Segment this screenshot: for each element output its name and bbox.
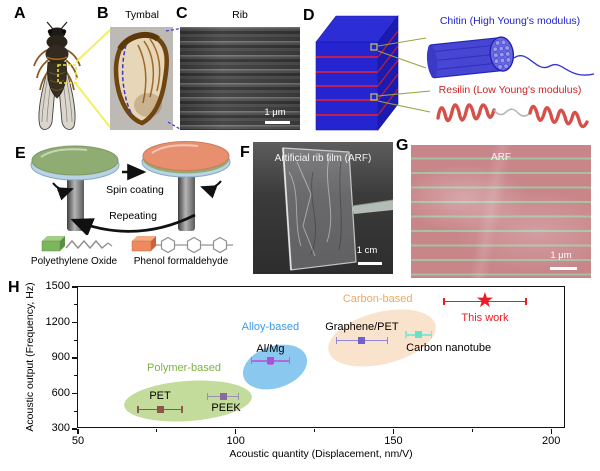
x-error-cap bbox=[386, 336, 388, 344]
x-axis-tick bbox=[392, 429, 395, 434]
data-point-label: This work bbox=[461, 311, 509, 324]
data-point-label: Graphene/PET bbox=[325, 321, 399, 334]
x-tick-label: 100 bbox=[226, 435, 245, 447]
x-error-bar bbox=[443, 301, 526, 303]
x-error-cap bbox=[443, 298, 445, 306]
data-point-square bbox=[266, 357, 274, 365]
x-axis-minor-tick bbox=[314, 429, 316, 432]
data-point-label: PET bbox=[149, 390, 171, 403]
panel-c-title: Rib bbox=[232, 9, 248, 21]
tymbal-photo bbox=[110, 27, 173, 130]
x-error-cap bbox=[336, 336, 338, 344]
y-tick-label: 300 bbox=[51, 422, 70, 434]
arf-photo-caption: Artificial rib film (ARF) bbox=[274, 153, 372, 164]
x-error-cap bbox=[206, 392, 208, 400]
phenol-formaldehyde-label: Phenol formaldehyde bbox=[133, 256, 229, 267]
scale-bar-label: 1 cm bbox=[356, 245, 378, 256]
x-axis-tick bbox=[235, 429, 237, 434]
chitin-fiber-illustration bbox=[426, 36, 595, 79]
x-error-cap bbox=[250, 357, 253, 365]
spin-coater-diagram bbox=[30, 141, 231, 235]
y-axis-minor-tick bbox=[73, 339, 77, 341]
x-error-cap bbox=[405, 331, 407, 339]
repeating-label: Repeating bbox=[109, 210, 157, 222]
rib-sem-image: 1 μm bbox=[180, 27, 300, 130]
data-point-label: PEEK bbox=[211, 402, 241, 415]
y-axis-minor-tick bbox=[73, 375, 77, 377]
cicada-photo bbox=[33, 21, 81, 130]
group-label: Polymer-based bbox=[146, 361, 221, 374]
x-error-cap bbox=[137, 405, 139, 413]
resilin-label: Resilin (Low Young's modulus) bbox=[438, 84, 582, 96]
chart-plot-area: 50 100 150 200 300 600 900 1200 1500 Polymer-base… bbox=[46, 280, 565, 447]
data-point-star: ★ bbox=[475, 288, 495, 312]
panel-b-title: Tymbal bbox=[125, 9, 159, 21]
x-tick-label: 50 bbox=[71, 435, 85, 447]
scale-bar-label: 1 μm bbox=[264, 107, 286, 118]
y-tick-label: 1200 bbox=[45, 315, 70, 328]
layered-cube-schematic bbox=[315, 15, 399, 131]
x-axis-tick bbox=[77, 429, 79, 434]
y-axis-tick bbox=[71, 321, 77, 324]
arf-sem-caption: ARF bbox=[491, 152, 511, 163]
polyethylene-oxide-label: Polyethylene Oxide bbox=[30, 256, 118, 267]
y-tick-label: 900 bbox=[51, 351, 70, 363]
group-label: Alloy-based bbox=[241, 321, 300, 334]
y-tick-label: 1500 bbox=[45, 280, 70, 292]
scale-bar bbox=[550, 266, 577, 270]
panel-a-label: A bbox=[14, 5, 26, 22]
group-label: Carbon-based bbox=[342, 293, 413, 306]
y-axis-tick bbox=[71, 392, 77, 395]
x-error-cap bbox=[288, 357, 290, 365]
data-point-label: Al/Mg bbox=[256, 342, 285, 355]
x-axis-title: Acoustic quantity (Displacement, nm/V) bbox=[229, 448, 413, 460]
x-axis-minor-tick bbox=[471, 429, 473, 432]
data-point-square bbox=[358, 336, 366, 344]
x-error-cap bbox=[238, 392, 240, 400]
y-axis-minor-tick bbox=[73, 410, 77, 412]
resilin-coil-illustration bbox=[436, 103, 589, 129]
arf-sem-image: ARF 1 μm bbox=[411, 145, 591, 278]
y-axis-tick bbox=[71, 357, 77, 359]
panel-c-label: C bbox=[176, 5, 188, 22]
scale-bar bbox=[265, 121, 290, 124]
chitin-label: Chitin (High Young's modulus) bbox=[439, 15, 581, 27]
panel-f-label: F bbox=[240, 144, 250, 161]
panel-e-label: E bbox=[15, 145, 26, 162]
data-point-label: Carbon nanotube bbox=[406, 341, 492, 354]
material-legend-icons bbox=[41, 236, 233, 254]
x-error-cap bbox=[430, 331, 432, 339]
scale-bar bbox=[358, 262, 382, 265]
panel-h-label: H bbox=[8, 279, 20, 296]
spin-coating-label: Spin coating bbox=[106, 184, 164, 196]
x-error-cap bbox=[525, 298, 527, 306]
panel-d-label: D bbox=[303, 7, 315, 24]
x-axis-tick bbox=[550, 429, 552, 434]
x-axis-minor-tick bbox=[156, 429, 158, 432]
y-axis-tick bbox=[71, 428, 77, 430]
panel-g-label: G bbox=[396, 137, 409, 154]
x-error-cap bbox=[181, 405, 183, 413]
panel-b-label: B bbox=[97, 5, 109, 22]
x-tick-label: 200 bbox=[541, 435, 561, 447]
y-axis-minor-tick bbox=[73, 304, 77, 306]
data-point-square bbox=[219, 392, 227, 400]
y-axis-tick bbox=[71, 286, 77, 288]
data-point-square bbox=[415, 331, 423, 339]
x-tick-label: 150 bbox=[384, 435, 403, 447]
arf-photo: Artificial rib film (ARF) 1 cm bbox=[253, 142, 393, 274]
scale-bar-label: 1 μm bbox=[550, 250, 572, 261]
y-tick-label: 600 bbox=[51, 386, 70, 399]
data-point-square bbox=[156, 405, 164, 413]
